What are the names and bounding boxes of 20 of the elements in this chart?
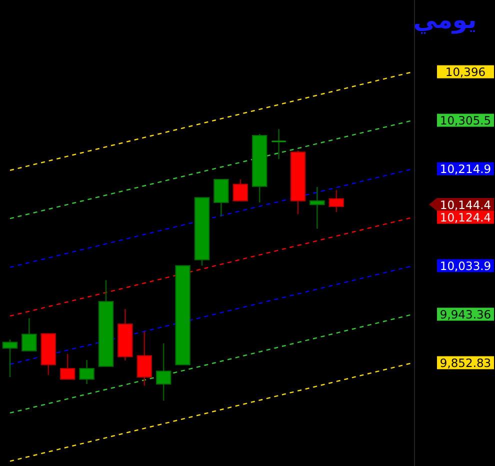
candlestick bbox=[270, 128, 287, 160]
candlestick bbox=[328, 190, 344, 213]
candlestick bbox=[310, 186, 325, 230]
y-tick-label: 10,214.9 bbox=[440, 162, 492, 176]
y-tick-label: 10,305.5 bbox=[440, 114, 492, 128]
y-tick-label: 10,144.4 bbox=[440, 198, 492, 212]
y-tick-label: 10,124.4 bbox=[440, 210, 492, 225]
candlestick bbox=[214, 178, 229, 218]
candlestick bbox=[2, 338, 18, 378]
y-tick-label: 9,943.36 bbox=[440, 308, 492, 322]
candlestick bbox=[136, 330, 152, 386]
y-tick-label: 10,396 bbox=[445, 65, 486, 80]
candlestick bbox=[60, 353, 76, 380]
candlestick bbox=[232, 178, 248, 202]
candlestick bbox=[79, 359, 94, 385]
y-tick-label: 9,852.83 bbox=[440, 356, 492, 370]
chart-title: يومي bbox=[413, 6, 477, 34]
y-tick-label: 10,033.9 bbox=[440, 259, 492, 274]
candlestick bbox=[156, 342, 172, 402]
candlestick bbox=[22, 318, 37, 352]
